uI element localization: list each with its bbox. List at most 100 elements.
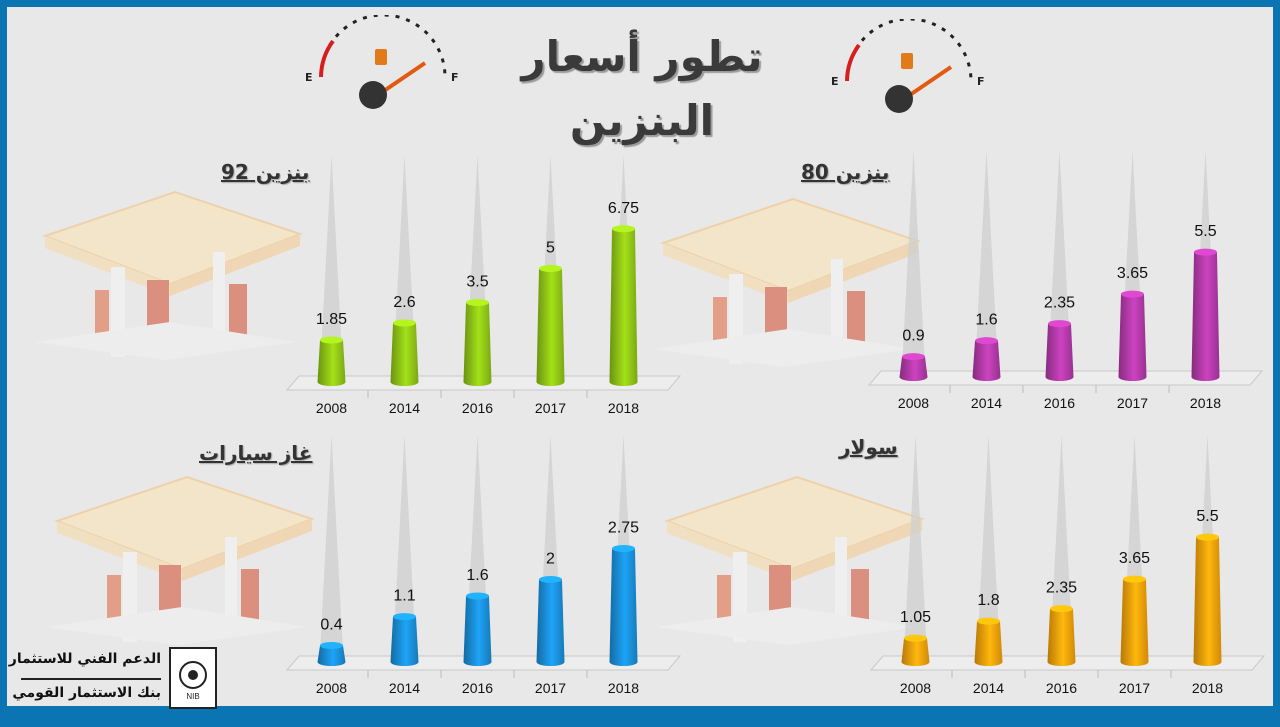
bank-logo: NIB [169, 647, 217, 709]
data-label: 1.1 [393, 588, 415, 605]
gas-station-illustration [35, 190, 303, 360]
x-tick-label: 2018 [608, 400, 639, 416]
data-label: 1.6 [975, 312, 997, 329]
bar-cap [977, 617, 1000, 625]
ghost-cone [319, 155, 344, 382]
gauge-full-label: F [451, 71, 459, 84]
bar-cap [320, 336, 343, 344]
chart-benzine-80: 0.9 2008 1.6 2014 2.35 2016 3.65 2017 5.5 2018 [867, 150, 1264, 411]
data-label: 5 [546, 240, 555, 257]
bar [390, 322, 419, 386]
panel-title: بنزين 92 [221, 160, 310, 184]
panel-diesel: سولار [647, 427, 1247, 727]
x-tick-label: 2008 [316, 400, 347, 416]
x-tick-label: 2016 [462, 400, 493, 416]
x-tick-label: 2018 [608, 680, 639, 696]
footer-branding: الدعم الفني للاستثمار بنك الاستثمار القو… [9, 645, 221, 711]
ghost-cone [319, 435, 344, 662]
gas-station-illustration [653, 197, 921, 367]
bar-cap [1121, 290, 1144, 298]
data-label: 1.8 [977, 592, 999, 609]
bar-cap [320, 641, 343, 649]
ghost-cone [1047, 150, 1072, 377]
fuel-gauge-icon: E F [305, 15, 459, 109]
bar-cap [1050, 605, 1073, 613]
x-tick-label: 2014 [973, 680, 1004, 696]
bar [974, 621, 1003, 666]
ghost-cone [1049, 435, 1074, 662]
ghost-cone [976, 435, 1001, 662]
bar [972, 340, 1001, 381]
data-label: 3.65 [1119, 550, 1150, 567]
bar [463, 595, 492, 666]
bar [1193, 537, 1222, 666]
panel-title: بنزين 80 [801, 160, 890, 184]
gauge-empty-label: E [305, 71, 313, 84]
bar [1191, 252, 1220, 381]
bar-cap [612, 545, 635, 552]
bar-cap [393, 319, 416, 327]
bar [1045, 323, 1074, 381]
bar [390, 616, 419, 666]
bar [317, 340, 346, 386]
x-tick-label: 2018 [1190, 395, 1221, 411]
bar [899, 356, 928, 381]
data-label: 0.9 [902, 328, 924, 345]
x-tick-label: 2008 [900, 680, 931, 696]
data-label: 5.5 [1196, 508, 1218, 525]
data-label: 1.85 [316, 311, 347, 328]
x-tick-label: 2008 [316, 680, 347, 696]
x-tick-label: 2017 [535, 680, 566, 696]
panel-title: غاز سيارات [199, 441, 313, 465]
bar-cap [1048, 320, 1071, 328]
bar [1120, 579, 1149, 666]
bar-cap [1194, 248, 1217, 256]
data-label: 6.75 [608, 200, 639, 217]
data-label: 3.5 [466, 274, 488, 291]
bar-cap [466, 299, 489, 307]
data-label: 5.5 [1194, 223, 1216, 240]
x-tick-label: 2016 [1044, 395, 1075, 411]
x-tick-label: 2014 [971, 395, 1002, 411]
data-label: 2.35 [1044, 295, 1075, 312]
gauge-empty-label: E [831, 75, 839, 88]
bar-cap [904, 634, 927, 642]
fuel-gauge-icon: E F [831, 19, 985, 113]
data-label: 0.4 [320, 616, 342, 633]
data-label: 2.35 [1046, 580, 1077, 597]
panel-title: سولار [839, 435, 898, 459]
bar-cap [539, 575, 562, 583]
x-tick-label: 2017 [1117, 395, 1148, 411]
bar [536, 268, 565, 386]
chart-benzine-92: 1.85 2008 2.6 2014 3.5 2016 5 2017 6.75 2018 [285, 155, 682, 416]
bar-cap [466, 592, 489, 600]
bar-cap [902, 353, 925, 361]
ghost-cone [901, 150, 926, 377]
bar-cap [539, 265, 562, 272]
bar-cap [975, 337, 998, 345]
gauge-full-label: F [977, 75, 985, 88]
page-title: تطور أسعار البنزين [521, 32, 763, 145]
data-label: 3.65 [1117, 265, 1148, 282]
infographic-canvas: تطور أسعار البنزين E F E F بنزين 92 بنزي… [7, 7, 1273, 709]
bar [536, 579, 565, 666]
x-tick-label: 2008 [898, 395, 929, 411]
panel-benzine-92: بنزين 92 [27, 142, 627, 442]
panel-benzine-80: بنزين 80 [647, 142, 1247, 442]
bar [463, 302, 492, 386]
bar [1118, 294, 1147, 381]
bar [901, 638, 930, 666]
x-tick-label: 2017 [535, 400, 566, 416]
bar-cap [393, 613, 416, 621]
footer-line-1: الدعم الفني للاستثمار [8, 651, 161, 667]
ghost-cone [974, 150, 999, 377]
data-label: 1.6 [466, 567, 488, 584]
ghost-cone [903, 435, 928, 662]
bar [609, 548, 638, 666]
x-tick-label: 2018 [1192, 680, 1223, 696]
panel-car-gas: غاز سيارات [27, 427, 627, 727]
bar [317, 645, 346, 666]
x-tick-label: 2014 [389, 680, 420, 696]
bar-cap [1123, 575, 1146, 583]
data-label: 1.05 [900, 609, 931, 626]
